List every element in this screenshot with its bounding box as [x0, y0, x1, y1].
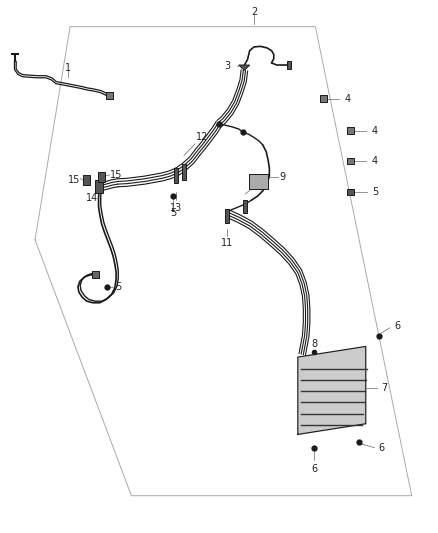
Text: 4: 4 — [371, 156, 378, 166]
Bar — [95, 180, 103, 193]
Text: 10: 10 — [255, 175, 268, 185]
Text: 5: 5 — [115, 282, 121, 292]
Bar — [347, 189, 354, 195]
Text: 11: 11 — [221, 238, 233, 248]
Bar — [249, 174, 268, 189]
Bar — [347, 127, 354, 134]
Text: 8: 8 — [311, 339, 318, 349]
Text: 1: 1 — [65, 63, 71, 73]
Bar — [182, 164, 186, 180]
Text: 12: 12 — [196, 132, 208, 142]
Text: 14: 14 — [86, 193, 98, 203]
Bar — [225, 209, 229, 223]
Bar — [92, 271, 99, 278]
Text: 5: 5 — [170, 208, 176, 218]
Bar — [174, 168, 178, 183]
Text: 6: 6 — [311, 464, 318, 474]
Bar — [106, 92, 113, 99]
Text: 6: 6 — [379, 443, 385, 453]
Text: 15: 15 — [68, 175, 80, 185]
Bar — [320, 95, 327, 102]
Polygon shape — [239, 65, 250, 70]
Text: 2: 2 — [251, 7, 257, 17]
Bar — [243, 200, 247, 213]
Text: 7: 7 — [381, 383, 387, 393]
Text: 13: 13 — [170, 203, 182, 213]
Text: 6: 6 — [394, 321, 400, 331]
Text: 4: 4 — [371, 126, 378, 135]
Bar — [83, 175, 90, 185]
Polygon shape — [298, 346, 366, 434]
Bar — [287, 61, 291, 69]
Text: 4: 4 — [344, 94, 350, 103]
Text: 3: 3 — [225, 61, 231, 71]
Text: 15: 15 — [110, 170, 122, 180]
Text: 5: 5 — [372, 187, 378, 197]
Bar — [98, 172, 105, 182]
Text: 9: 9 — [279, 172, 286, 182]
Bar — [347, 158, 354, 164]
